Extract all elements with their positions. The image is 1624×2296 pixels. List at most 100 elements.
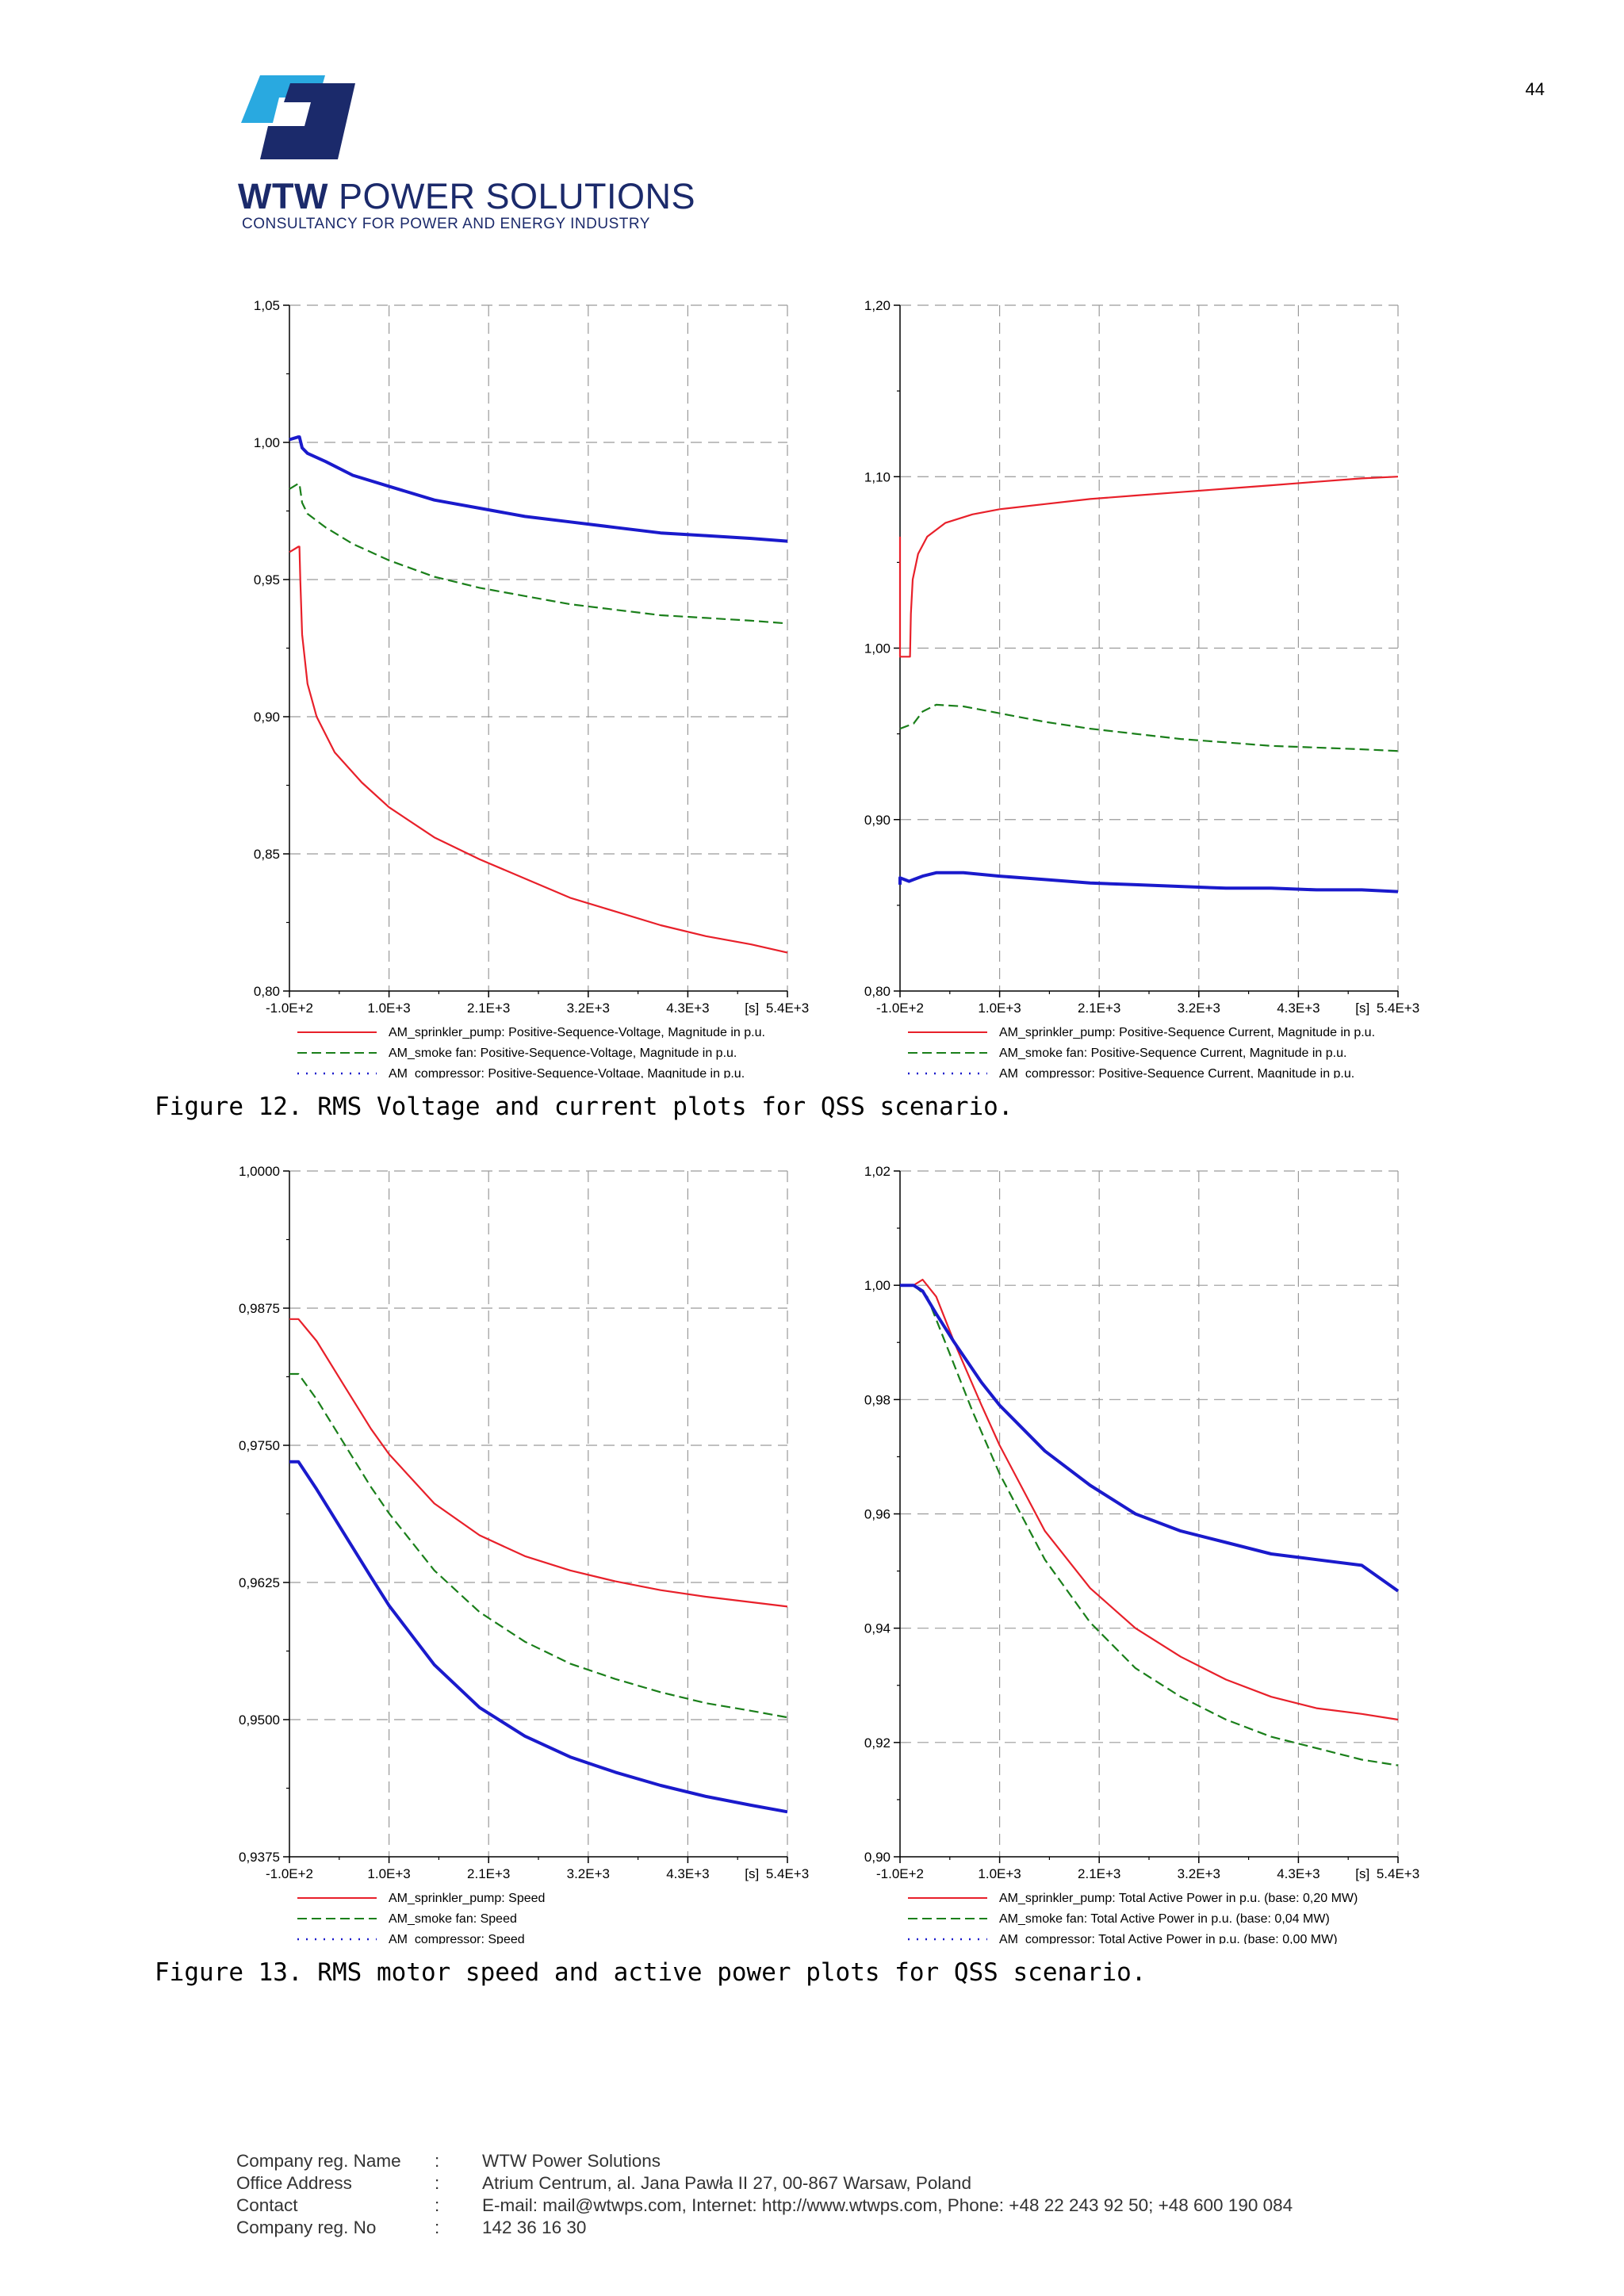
x-tick-label: 1.0E+3: [367, 1001, 410, 1016]
x-tick-label: -1.0E+2: [876, 1866, 924, 1881]
x-tick-label: 1.0E+3: [978, 1001, 1021, 1016]
series-line: [289, 1318, 788, 1608]
series-line: [289, 545, 788, 954]
y-tick-label: 0,98: [864, 1392, 891, 1407]
footer-row: Office Address : Atrium Centrum, al. Jan…: [236, 2172, 1293, 2195]
footer-label: Office Address: [236, 2173, 352, 2193]
x-tick-label: 4.3E+3: [666, 1001, 709, 1016]
x-tick-label: 2.1E+3: [1078, 1001, 1120, 1016]
series-line: [289, 1372, 788, 1719]
x-tick-label: 1.0E+3: [978, 1866, 1021, 1881]
series-line: [289, 435, 788, 543]
series-line: [899, 703, 1399, 752]
x-axis-unit-label: [s]: [745, 1866, 759, 1881]
active-power-chart: 0,90 0,92 0,94 0,96 0,98 1,00 1,02 -1.0E+2 1.0E+…: [848, 1159, 1435, 1944]
y-tick-label: 0,90: [864, 1850, 891, 1865]
series-line: [900, 1284, 1399, 1766]
y-tick-label: 0,9500: [239, 1712, 280, 1728]
y-tick-label: 0,9375: [239, 1850, 280, 1865]
y-tick-label: 0,90: [864, 813, 891, 828]
x-tick-label: 4.3E+3: [1277, 1866, 1320, 1881]
x-tick-label: -1.0E+2: [266, 1001, 313, 1016]
legend-label: AM_smoke fan: Total Active Power in p.u.…: [999, 1912, 1330, 1926]
current-chart-svg: 0,80 0,90 1,00 1,10 1,20 -1.0E+2 1.0E+3 2.1E+3 3…: [864, 298, 1419, 1078]
footer-label: Company reg. Name: [236, 2151, 401, 2171]
legend-label: AM_compressor: Speed: [389, 1933, 525, 1944]
x-tick-label: -1.0E+2: [266, 1866, 313, 1881]
y-tick-label: 0,9625: [239, 1575, 280, 1590]
x-axis-unit-label: [s]: [1355, 1001, 1369, 1016]
footer-separator: :: [435, 2195, 440, 2215]
footer: Company reg. Name : WTW Power Solutions …: [236, 2150, 1293, 2239]
series-line: [898, 871, 1399, 894]
speed-chart: 0,9375 0,9500 0,9625 0,9750 0,9875 1,0000 -1.0…: [238, 1159, 825, 1944]
x-tick-label: 5.4E+3: [1377, 1866, 1419, 1881]
active-power-chart-svg: 0,90 0,92 0,94 0,96 0,98 1,00 1,02 -1.0E+2 1.0E+…: [864, 1164, 1419, 1944]
company-logo: [238, 75, 357, 168]
series-line: [289, 1460, 788, 1814]
voltage-chart-svg: 0,80 0,85 0,90 0,95 1,00 1,05 -1.0E+2 1.0E+3 2.1…: [254, 298, 809, 1078]
footer-label: Company reg. No: [236, 2218, 377, 2237]
x-tick-label: 2.1E+3: [467, 1866, 510, 1881]
x-tick-label: 3.2E+3: [1178, 1001, 1220, 1016]
y-tick-label: 0,9750: [239, 1438, 280, 1453]
y-tick-label: 0,80: [254, 984, 280, 999]
y-tick-label: 0,95: [254, 572, 280, 587]
y-tick-label: 1,02: [864, 1164, 891, 1179]
footer-row: Contact : E-mail: mail@wtwps.com, Intern…: [236, 2195, 1293, 2217]
figure-13-caption: Figure 13. RMS motor speed and active po…: [155, 1958, 1147, 1987]
y-tick-label: 1,20: [864, 298, 891, 313]
legend-label: AM_smoke fan: Positive-Sequence-Voltage,…: [389, 1047, 737, 1060]
legend-label: AM_compressor: Positive-Sequence-Voltage…: [389, 1067, 745, 1078]
legend-label: AM_sprinkler_pump: Speed: [389, 1892, 545, 1905]
legend-label: AM_sprinkler_pump: Positive-Sequence-Vol…: [389, 1026, 765, 1039]
figure-12-caption: Figure 12. RMS Voltage and current plots…: [155, 1093, 1013, 1121]
footer-value: 142 36 16 30: [482, 2218, 587, 2237]
footer-value: Atrium Centrum, al. Jana Pawła II 27, 00…: [482, 2173, 971, 2193]
legend-label: AM_smoke fan: Positive-Sequence Current,…: [999, 1047, 1346, 1060]
series-line: [898, 476, 1399, 658]
footer-separator: :: [435, 2218, 440, 2237]
logo-dark-shape: [260, 83, 355, 159]
footer-row: Company reg. No : 142 36 16 30: [236, 2217, 1293, 2239]
legend-label: AM_sprinkler_pump: Total Active Power in…: [999, 1892, 1358, 1905]
x-tick-label: 3.2E+3: [1178, 1866, 1220, 1881]
company-tagline: CONSULTANCY FOR POWER AND ENERGY INDUSTR…: [242, 216, 650, 232]
logo-mark: [241, 75, 355, 159]
legend-label: AM_sprinkler_pump: Positive-Sequence Cur…: [999, 1026, 1375, 1039]
series-line: [900, 1284, 1400, 1593]
x-tick-label: 2.1E+3: [1078, 1866, 1120, 1881]
footer-value: E-mail: mail@wtwps.com, Internet: http:/…: [482, 2195, 1293, 2215]
x-tick-label: 4.3E+3: [666, 1866, 709, 1881]
x-axis-unit-label: [s]: [1355, 1866, 1369, 1881]
legend-label: AM_smoke fan: Speed: [389, 1912, 517, 1926]
x-axis-unit-label: [s]: [745, 1001, 759, 1016]
x-tick-label: 3.2E+3: [567, 1866, 610, 1881]
y-tick-label: 0,90: [254, 710, 280, 725]
y-tick-label: 1,00: [864, 1278, 891, 1293]
y-tick-label: 1,00: [254, 435, 280, 450]
legend-label: AM_compressor: Positive-Sequence Current…: [999, 1067, 1354, 1078]
company-name: WTW POWER SOLUTIONS: [238, 176, 695, 216]
x-tick-label: 5.4E+3: [766, 1866, 809, 1881]
y-tick-label: 1,00: [864, 641, 891, 656]
y-tick-label: 1,05: [254, 298, 280, 313]
y-tick-label: 0,96: [864, 1507, 891, 1522]
x-tick-label: -1.0E+2: [876, 1001, 924, 1016]
footer-separator: :: [435, 2151, 440, 2171]
x-tick-label: 3.2E+3: [567, 1001, 610, 1016]
x-tick-label: 5.4E+3: [766, 1001, 809, 1016]
voltage-chart: 0,80 0,85 0,90 0,95 1,00 1,05 -1.0E+2 1.0E+3 2.1…: [238, 293, 825, 1078]
legend-label: AM_compressor: Total Active Power in p.u…: [999, 1933, 1338, 1944]
footer-value: WTW Power Solutions: [482, 2151, 661, 2171]
page-number: 44: [1525, 79, 1545, 99]
y-tick-label: 0,80: [864, 984, 891, 999]
x-tick-label: 2.1E+3: [467, 1001, 510, 1016]
footer-separator: :: [435, 2173, 440, 2193]
x-tick-label: 4.3E+3: [1277, 1001, 1320, 1016]
speed-chart-svg: 0,9375 0,9500 0,9625 0,9750 0,9875 1,0000 -1.0…: [239, 1164, 809, 1944]
y-tick-label: 0,85: [254, 847, 280, 862]
y-tick-label: 1,10: [864, 469, 891, 484]
series-line: [289, 482, 788, 625]
footer-label: Contact: [236, 2195, 298, 2215]
